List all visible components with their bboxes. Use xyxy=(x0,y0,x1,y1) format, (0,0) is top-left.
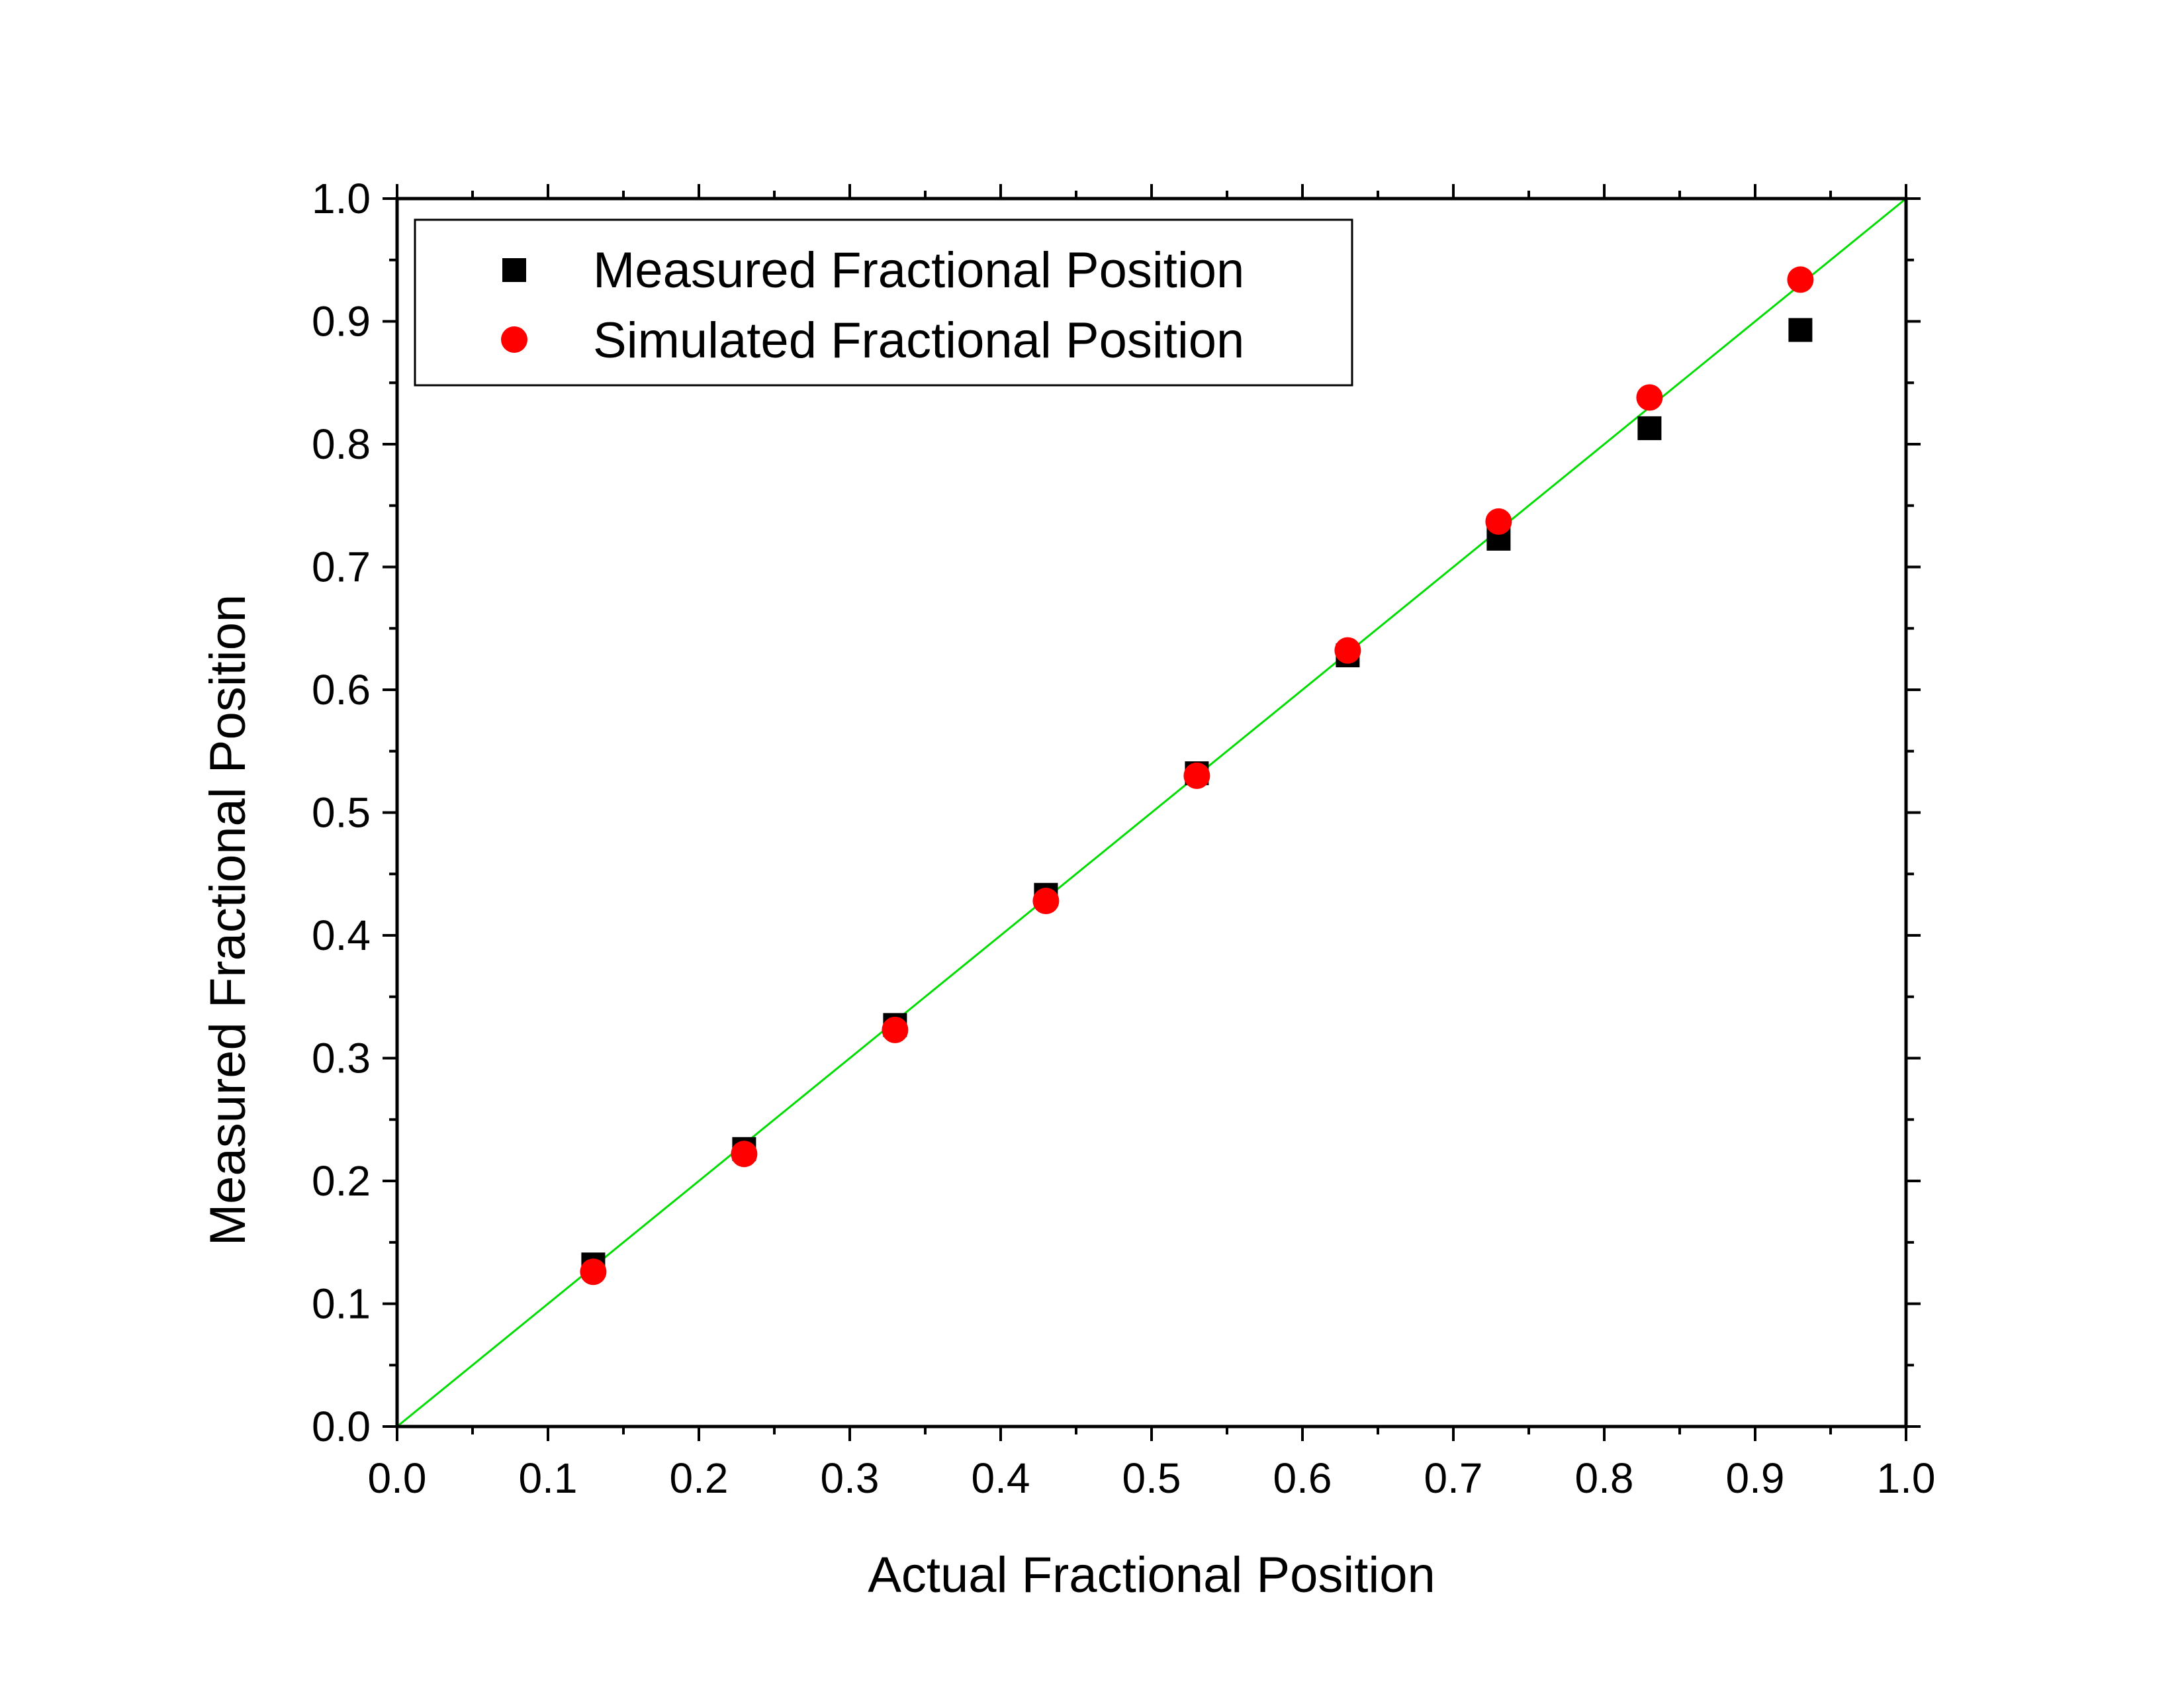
x-tick-label-1: 0.1 xyxy=(519,1454,578,1502)
legend: Measured Fractional Position Simulated F… xyxy=(414,218,1353,387)
y-tick-label-9: 0.9 xyxy=(312,298,371,346)
y-tick-label-6: 0.6 xyxy=(312,666,371,714)
point-measured-7 xyxy=(1637,416,1662,440)
y-tick-label-0: 0.0 xyxy=(312,1403,371,1450)
point-simulated-6 xyxy=(1485,508,1512,535)
point-simulated-7 xyxy=(1636,384,1663,411)
x-tick-label-3: 0.3 xyxy=(821,1454,880,1502)
axes-layer: 0.0 0.1 0.2 0.3 0.4 0.5 0.6 0.7 0.8 0.9 1.0 0.0 0.1 0… xyxy=(312,175,1935,1502)
data-marks-layer xyxy=(580,266,1814,1286)
x-tick-label-6: 0.6 xyxy=(1273,1454,1332,1502)
x-tick-label-8: 0.8 xyxy=(1575,1454,1634,1502)
point-simulated-1 xyxy=(731,1141,758,1168)
point-simulated-5 xyxy=(1334,637,1361,664)
x-tick-label-5: 0.5 xyxy=(1122,1454,1181,1502)
y-tick-label-2: 0.2 xyxy=(312,1157,371,1205)
x-tick-label-0: 0.0 xyxy=(368,1454,427,1502)
y-tick-label-8: 0.8 xyxy=(312,420,371,468)
x-tick-label-7: 0.7 xyxy=(1424,1454,1483,1502)
x-axis-title: Actual Fractional Position xyxy=(868,1547,1435,1603)
x-tick-label-9: 0.9 xyxy=(1726,1454,1785,1502)
y-tick-label-3: 0.3 xyxy=(312,1035,371,1082)
legend-marker-measured xyxy=(502,258,526,282)
point-simulated-0 xyxy=(580,1258,607,1286)
y-axis-title: Measured Fractional Position xyxy=(200,594,256,1246)
legend-label-measured: Measured Fractional Position xyxy=(593,242,1244,299)
x-tick-label-10: 1.0 xyxy=(1877,1454,1936,1502)
point-measured-8 xyxy=(1788,318,1813,342)
y-tick-label-7: 0.7 xyxy=(312,543,371,591)
legend-label-simulated: Simulated Fractional Position xyxy=(593,312,1244,369)
y-tick-label-4: 0.4 xyxy=(312,912,371,959)
point-simulated-2 xyxy=(882,1016,909,1043)
y-tick-label-10: 1.0 xyxy=(312,175,371,222)
point-simulated-8 xyxy=(1787,266,1814,293)
y-tick-label-1: 0.1 xyxy=(312,1280,371,1328)
y-tick-label-5: 0.5 xyxy=(312,789,371,837)
point-simulated-4 xyxy=(1183,762,1210,789)
legend-marker-simulated xyxy=(501,326,527,353)
x-tick-label-4: 0.4 xyxy=(972,1454,1030,1502)
legend-box xyxy=(414,218,1353,387)
x-tick-label-2: 0.2 xyxy=(670,1454,729,1502)
plot-frame xyxy=(395,197,1908,1429)
point-simulated-3 xyxy=(1032,888,1060,915)
